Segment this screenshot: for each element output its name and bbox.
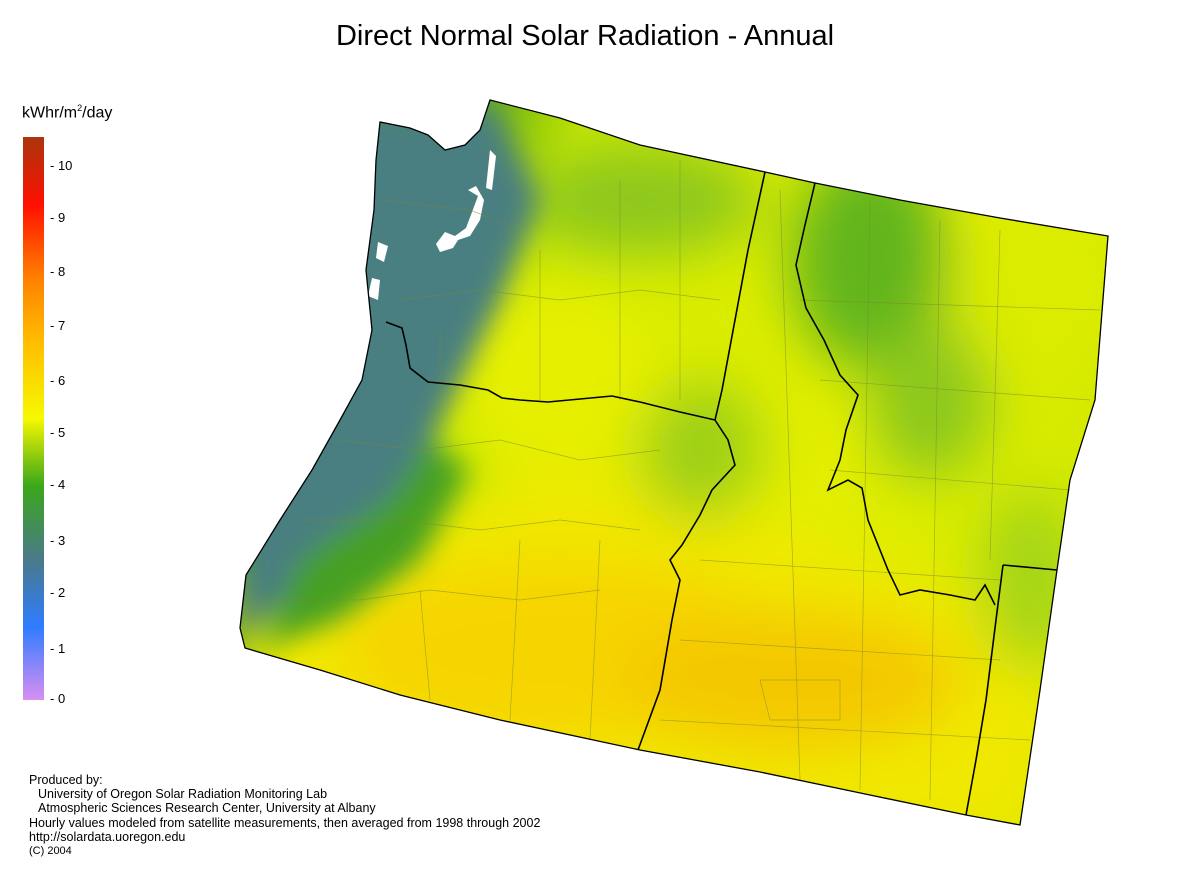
legend-tick-label: 7 (57, 318, 66, 333)
legend-tick-label: 4 (57, 477, 66, 492)
legend-tick-label: 3 (57, 533, 66, 548)
legend-unit-suffix: /day (82, 104, 113, 122)
map-outline (239, 99, 1109, 826)
legend-tick-label: 10 (57, 158, 73, 173)
credits-copyright: (C) 2004 (29, 845, 72, 858)
legend-unit-exponent: 2 (77, 103, 83, 113)
legend-tick: - 5 (50, 425, 66, 440)
credits-block: Produced by: University of Oregon Solar … (29, 773, 540, 858)
credits-url: http://solardata.uoregon.edu (29, 829, 186, 844)
credits-asrc: Atmospheric Sciences Research Center, Un… (38, 801, 376, 816)
legend-tick: - 0 (50, 691, 66, 706)
legend-tick: - 1 (50, 641, 66, 656)
credits-produced-by: Produced by: (29, 773, 103, 787)
legend-tick-label: 6 (57, 373, 66, 388)
legend-tick: - 6 (50, 373, 66, 388)
legend-tick-label: 2 (57, 585, 66, 600)
legend-tick: - 7 (50, 318, 66, 333)
legend-tick-label: 8 (57, 264, 66, 279)
credits-lab: University of Oregon Solar Radiation Mon… (38, 787, 328, 802)
legend-unit-label: kWhr/m2/day (22, 103, 112, 122)
credits-method: Hourly values modeled from satellite mea… (29, 815, 541, 830)
legend-tick: - 8 (50, 264, 66, 279)
legend-tick: - 10 (50, 158, 73, 173)
legend-tick-label: 9 (57, 210, 66, 225)
legend-tick: - 3 (50, 533, 66, 548)
legend-tick: - 9 (50, 210, 66, 225)
legend-tick: - 4 (50, 477, 66, 492)
map-fill (240, 100, 1108, 825)
water-bodies (368, 124, 496, 300)
legend-tick-label: 0 (57, 691, 66, 706)
state-boundaries (385, 171, 1058, 816)
legend-tick-label: 5 (57, 425, 66, 440)
legend-color-bar (23, 137, 44, 700)
legend-tick-label: 1 (57, 641, 66, 656)
map-title: Direct Normal Solar Radiation - Annual (335, 20, 835, 52)
legend-unit-text: kWhr/m (22, 104, 78, 122)
county-lines (260, 160, 1101, 801)
legend-tick: - 2 (50, 585, 66, 600)
